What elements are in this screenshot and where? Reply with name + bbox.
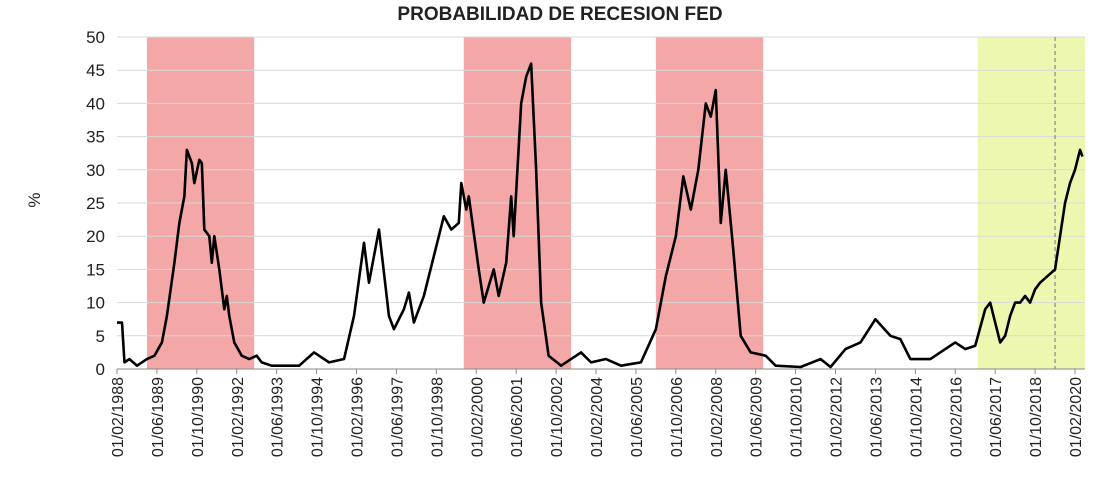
x-tick-label: 01/02/1988 [110, 377, 127, 457]
x-tick-label: 01/06/1989 [150, 377, 167, 457]
x-tick-label: 01/06/2017 [988, 377, 1005, 457]
x-tick-label: 01/02/2012 [829, 377, 846, 457]
chart-title: PROBABILIDAD DE RECESION FED [397, 4, 722, 25]
x-tick-label: 01/10/2010 [789, 377, 806, 457]
y-axis-label: % [25, 192, 44, 207]
x-tick-label: 01/06/2001 [509, 377, 526, 457]
line [117, 62, 1084, 369]
x-tick-label: 01/10/1994 [310, 377, 327, 457]
x-tick-label: 01/10/2006 [669, 377, 686, 457]
x-tick-label: 01/10/2002 [549, 377, 566, 457]
x-tick-label: 01/02/2020 [1068, 377, 1085, 457]
y-tick-label: 5 [96, 327, 105, 346]
x-tick-label: 01/02/1996 [350, 377, 367, 457]
x-tick-label: 01/10/1998 [429, 377, 446, 457]
x-tick-label: 01/10/2014 [908, 377, 925, 457]
y-tick-label: 10 [86, 294, 105, 313]
y-tick-label: 25 [86, 194, 105, 213]
x-tick-label: 01/06/1993 [270, 377, 287, 457]
y-tick-label: 40 [86, 94, 105, 113]
x-tick-label: 01/02/2008 [709, 377, 726, 457]
x-tick-label: 01/06/1997 [389, 377, 406, 457]
y-tick-label: 15 [86, 260, 105, 279]
y-tick-label: 35 [86, 128, 105, 147]
x-tick-label: 01/06/2013 [868, 377, 885, 457]
x-tick-label: 01/06/2005 [629, 377, 646, 457]
x-tick-label: 01/02/2000 [469, 377, 486, 457]
y-tick-label: 20 [86, 227, 105, 246]
x-tick-label: 01/10/1990 [190, 377, 207, 457]
y-tick-label: 0 [96, 360, 105, 379]
y-tick-label: 45 [86, 61, 105, 80]
x-tick-label: 01/02/1992 [230, 377, 247, 457]
x-tick-label: 01/02/2004 [589, 377, 606, 457]
x-tick-label: 01/06/2009 [749, 377, 766, 457]
x-tick-label: 01/10/2018 [1028, 377, 1045, 457]
y-tick-label: 50 [86, 28, 105, 47]
x-tick-label: 01/02/2016 [948, 377, 965, 457]
y-tick-label: 30 [86, 161, 105, 180]
